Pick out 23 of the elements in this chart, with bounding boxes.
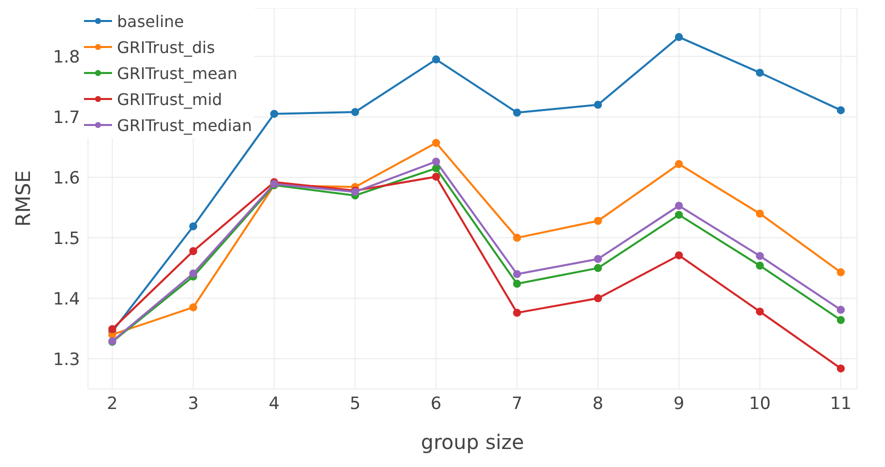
legend-label: GRITrust_mid	[117, 90, 222, 108]
x-tick-label: 6	[430, 394, 442, 414]
x-tick-label: 3	[188, 394, 199, 414]
x-tick-label: 2	[106, 394, 118, 414]
x-tick-label: 11	[830, 394, 852, 414]
y-tick-label: 1.7	[52, 108, 80, 128]
x-tick-label: 4	[268, 394, 280, 414]
y-tick-label: 1.6	[52, 168, 80, 188]
x-tick-label: 8	[592, 394, 604, 414]
y-axis-title: RMSE	[11, 170, 36, 227]
x-tick-label: 7	[512, 394, 522, 414]
x-tick-label: 9	[674, 394, 684, 414]
y-tick-label: 1.4	[52, 289, 80, 310]
legend-label: GRITrust_median	[117, 116, 252, 134]
x-tick-label: 5	[350, 394, 361, 414]
y-tick-label: 1.8	[52, 47, 80, 68]
legend-label: GRITrust_dis	[117, 38, 215, 56]
y-tick-label: 1.5	[52, 228, 80, 249]
x-tick-label: 10	[749, 394, 771, 414]
x-axis-title: group size	[420, 430, 524, 454]
legend-label: baseline	[117, 12, 184, 30]
legend-label: GRITrust_mean	[117, 64, 238, 82]
y-tick-label: 1.3	[52, 350, 80, 370]
